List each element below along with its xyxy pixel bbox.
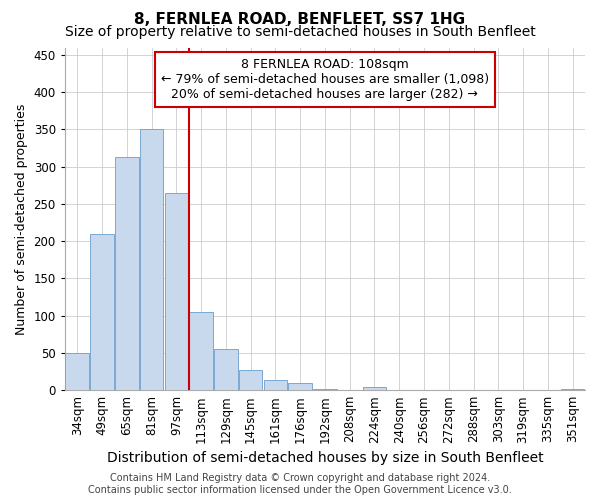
Y-axis label: Number of semi-detached properties: Number of semi-detached properties bbox=[15, 103, 28, 334]
Text: Contains HM Land Registry data © Crown copyright and database right 2024.
Contai: Contains HM Land Registry data © Crown c… bbox=[88, 474, 512, 495]
Text: Size of property relative to semi-detached houses in South Benfleet: Size of property relative to semi-detach… bbox=[65, 25, 535, 39]
Bar bbox=[90, 234, 114, 390]
Bar bbox=[140, 130, 163, 390]
Bar bbox=[190, 312, 213, 390]
Bar bbox=[263, 380, 287, 390]
Bar bbox=[164, 193, 188, 390]
Bar bbox=[115, 157, 139, 390]
Bar bbox=[561, 388, 584, 390]
Bar bbox=[65, 353, 89, 390]
Bar bbox=[362, 387, 386, 390]
Bar bbox=[239, 370, 262, 390]
Text: 8 FERNLEA ROAD: 108sqm
← 79% of semi-detached houses are smaller (1,098)
20% of : 8 FERNLEA ROAD: 108sqm ← 79% of semi-det… bbox=[161, 58, 489, 101]
X-axis label: Distribution of semi-detached houses by size in South Benfleet: Distribution of semi-detached houses by … bbox=[107, 451, 543, 465]
Bar bbox=[289, 382, 312, 390]
Bar bbox=[214, 349, 238, 390]
Text: 8, FERNLEA ROAD, BENFLEET, SS7 1HG: 8, FERNLEA ROAD, BENFLEET, SS7 1HG bbox=[134, 12, 466, 28]
